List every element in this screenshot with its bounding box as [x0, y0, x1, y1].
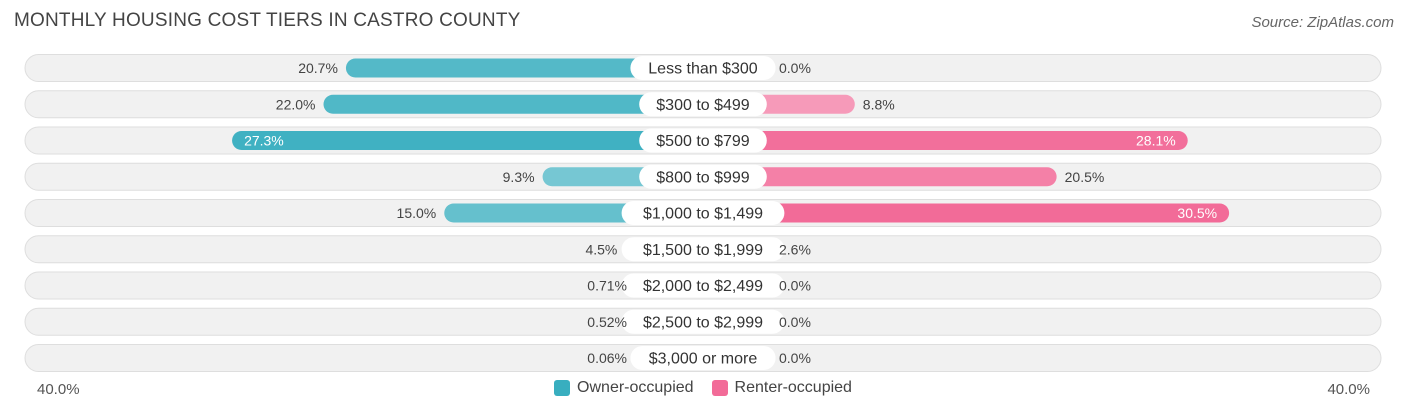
renter-value-label: 8.8% [863, 96, 895, 112]
category-pill [621, 201, 785, 225]
owner-value-label: 27.3% [244, 133, 284, 149]
renter-bar [703, 167, 1057, 187]
owner-value-label: 9.3% [503, 169, 535, 185]
owner-value-label: 0.71% [587, 278, 627, 294]
category-label: Less than $300 [648, 61, 758, 78]
category-label: $1,500 to $1,999 [643, 242, 763, 259]
owner-value-label: 15.0% [397, 205, 437, 221]
category-label: $500 to $799 [656, 133, 750, 150]
legend-item-renter: Renter-occupied [711, 379, 852, 397]
category-label: $300 to $499 [656, 97, 750, 114]
category-pill [630, 56, 776, 80]
category-pill [639, 92, 767, 117]
renter-value-label: 0.0% [779, 350, 811, 366]
category-label: $800 to $999 [656, 169, 750, 186]
renter-value-label: 30.5% [1177, 205, 1217, 221]
owner-bar [323, 94, 703, 114]
owner-value-label: 20.7% [298, 60, 338, 76]
axis-left-label: 40.0% [37, 381, 80, 398]
owner-value-label: 0.06% [587, 350, 627, 366]
owner-value-label: 0.52% [587, 314, 627, 330]
legend-label-owner: Owner-occupied [577, 379, 694, 396]
owner-value-label: 4.5% [585, 241, 617, 257]
category-label: $2,000 to $2,499 [643, 278, 763, 295]
category-pill [639, 164, 767, 189]
legend-label-renter: Renter-occupied [734, 379, 852, 396]
renter-value-label: 0.0% [779, 278, 811, 294]
legend-swatch-renter [711, 380, 728, 396]
category-pill [639, 128, 767, 153]
owner-bar [232, 131, 703, 150]
category-pill [621, 273, 785, 298]
category-pill [621, 237, 785, 262]
legend-swatch-owner [554, 380, 571, 396]
source-note: Source: ZipAtlas.com [1251, 14, 1394, 31]
axis-right-label: 40.0% [1327, 381, 1370, 398]
renter-value-label: 28.1% [1136, 133, 1176, 149]
renter-value-label: 0.0% [779, 60, 811, 76]
category-label: $3,000 or more [649, 351, 758, 368]
renter-value-label: 20.5% [1065, 169, 1105, 185]
legend: Owner-occupied Renter-occupied [0, 379, 1406, 397]
owner-bar [345, 58, 703, 78]
renter-bar [703, 131, 1188, 150]
legend-item-owner: Owner-occupied [554, 379, 694, 397]
chart-title: MONTHLY HOUSING COST TIERS IN CASTRO COU… [14, 10, 521, 31]
category-pill [621, 309, 785, 334]
category-label: $2,500 to $2,999 [643, 314, 763, 331]
renter-bar [703, 203, 1230, 223]
owner-value-label: 22.0% [276, 96, 316, 112]
category-pill [630, 346, 776, 370]
category-label: $1,000 to $1,499 [643, 206, 763, 223]
renter-value-label: 0.0% [779, 314, 811, 330]
renter-value-label: 2.6% [779, 241, 811, 257]
